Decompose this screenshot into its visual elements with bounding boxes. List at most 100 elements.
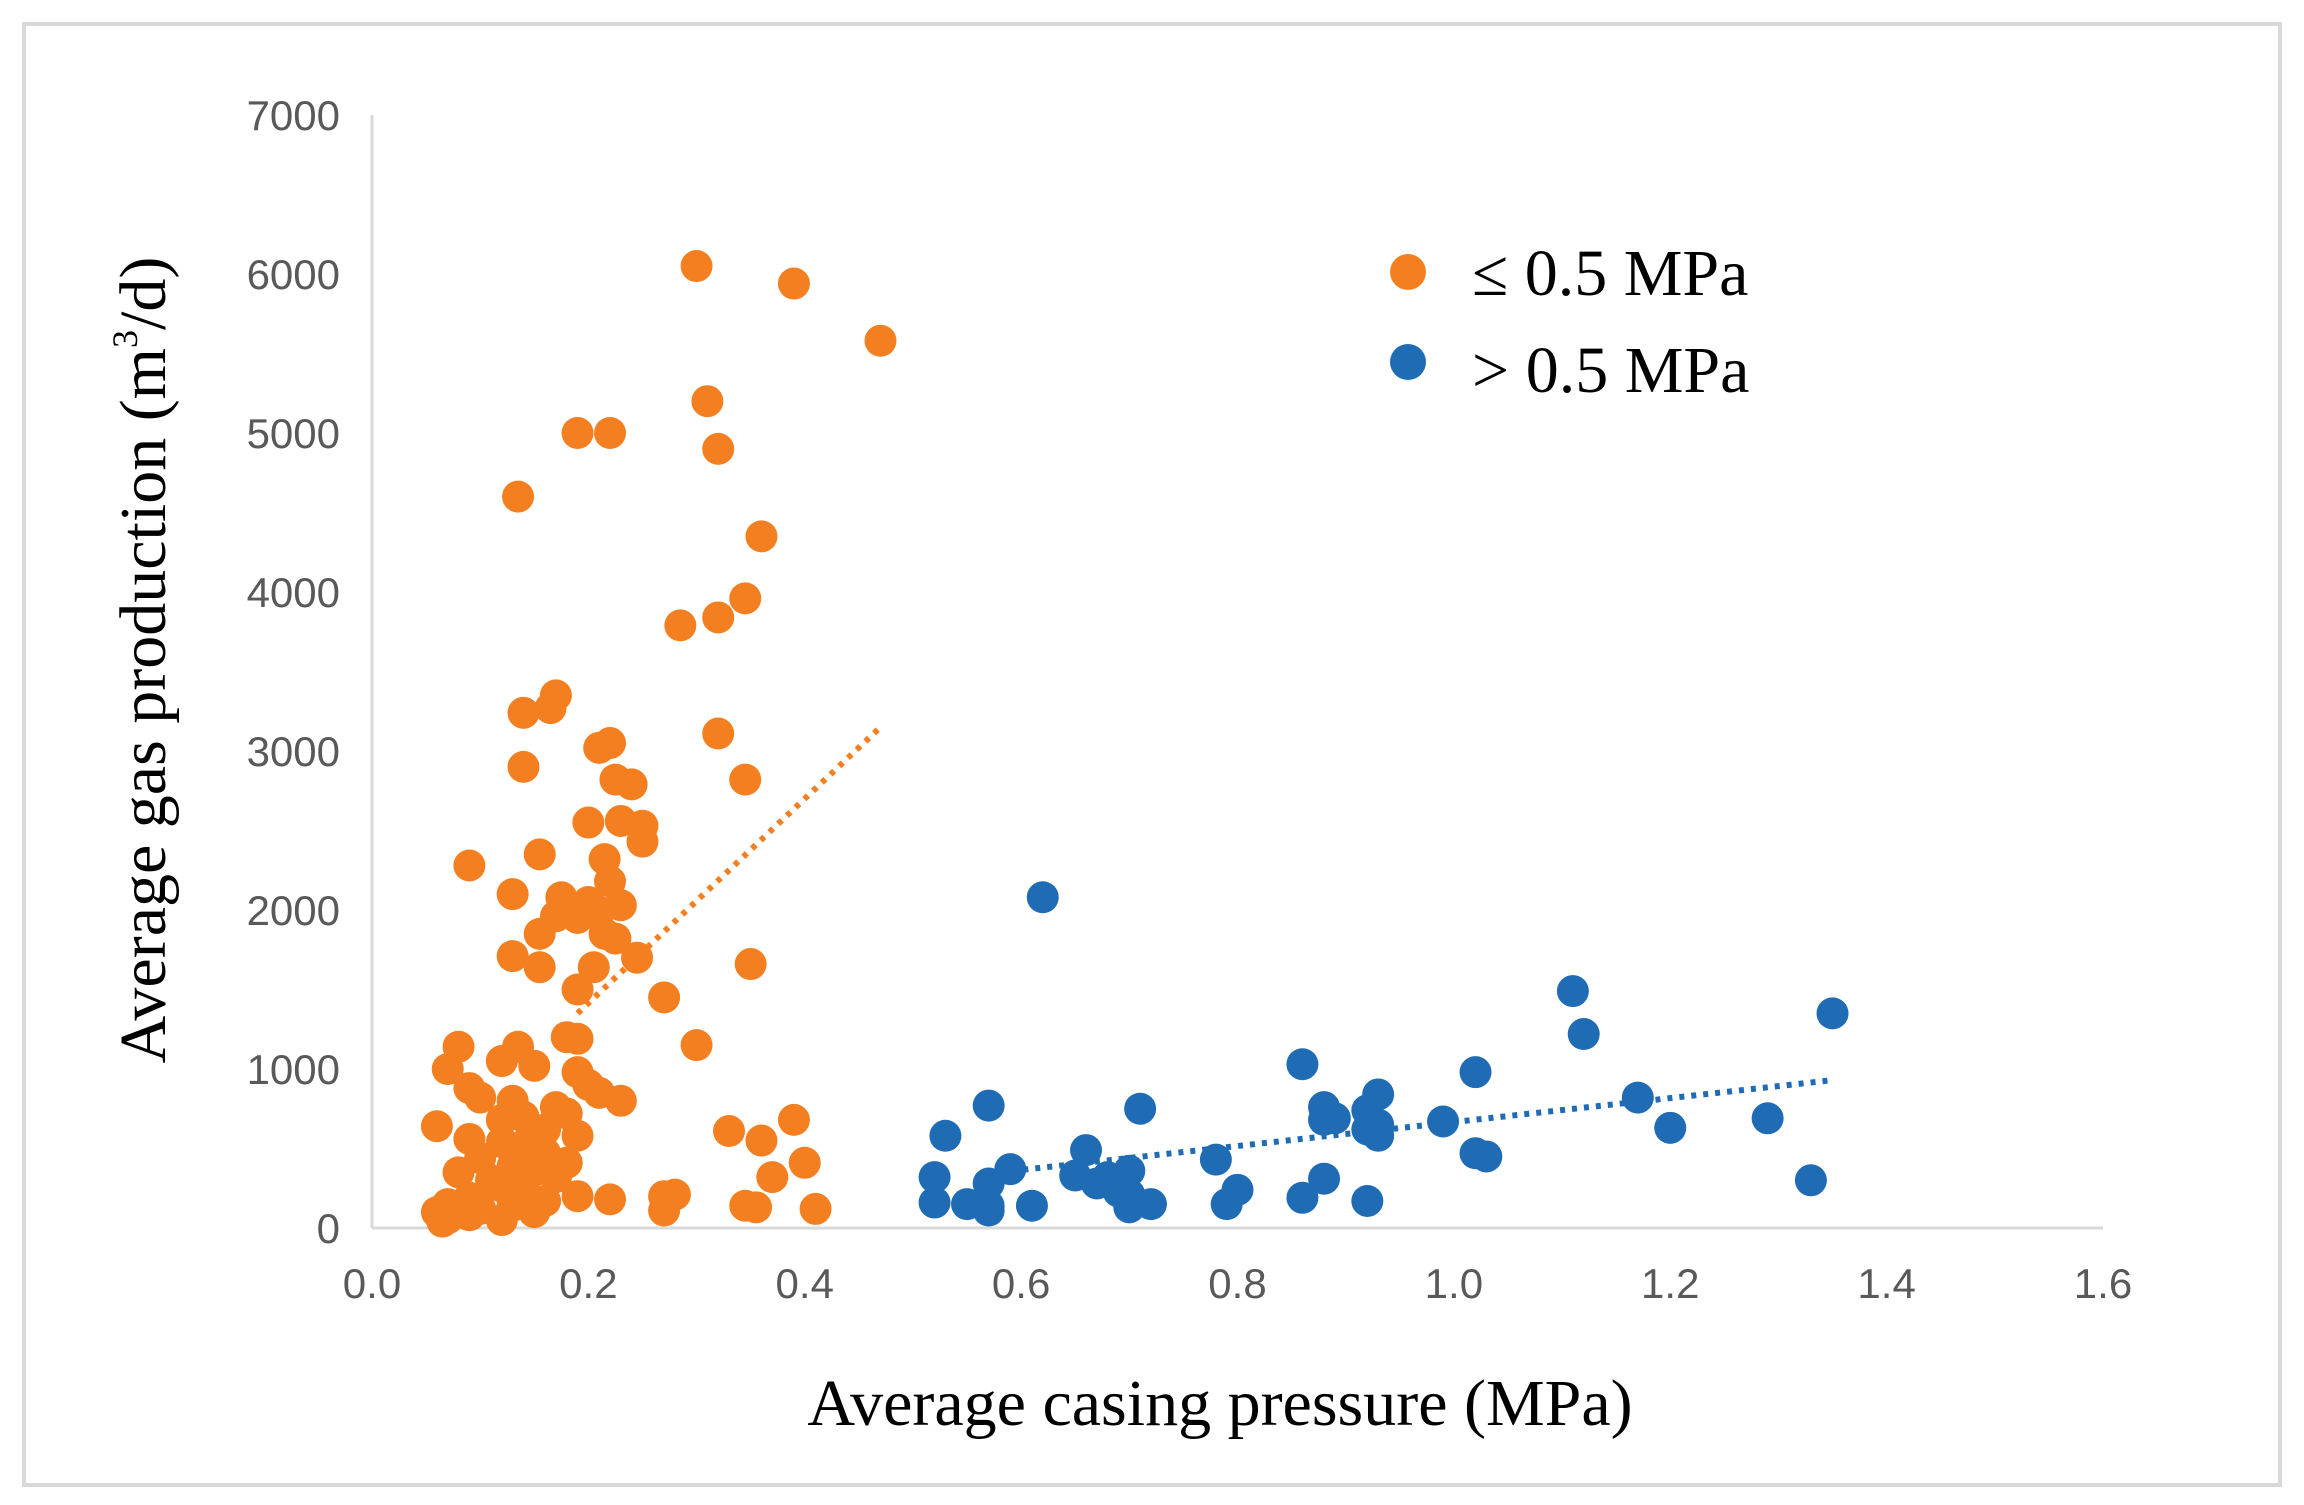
data-point-series-2 bbox=[918, 1161, 951, 1194]
y-tick-label: 2000 bbox=[247, 887, 340, 934]
data-point-series-1 bbox=[664, 609, 697, 642]
data-point-series-1 bbox=[702, 601, 735, 634]
data-point-series-1 bbox=[523, 917, 556, 950]
data-point-series-1 bbox=[745, 520, 778, 553]
tick-labels: 0.0 0.2 0.4 0.6 0.8 1.0 1.2 1.4 1.6 0 1000 2000 3000… bbox=[247, 92, 2133, 1307]
data-point-series-2 bbox=[1654, 1111, 1687, 1144]
data-point-series-2 bbox=[1459, 1056, 1492, 1089]
data-point-series-2 bbox=[1308, 1162, 1341, 1195]
data-point-series-2 bbox=[1026, 881, 1059, 914]
y-tick-label: 5000 bbox=[247, 410, 340, 457]
legend: ≤ 0.5 MPa > 0.5 MPa bbox=[1390, 237, 1749, 407]
data-point-series-1 bbox=[561, 901, 594, 934]
data-point-series-1 bbox=[691, 385, 724, 418]
x-tick-label: 1.0 bbox=[1425, 1260, 1483, 1307]
data-point-series-1 bbox=[523, 838, 556, 871]
data-point-series-1 bbox=[561, 1022, 594, 1055]
data-point-series-2 bbox=[1621, 1081, 1654, 1114]
y-tick-label: 1000 bbox=[247, 1046, 340, 1093]
data-point-series-1 bbox=[420, 1110, 453, 1143]
data-point-series-2 bbox=[918, 1186, 951, 1219]
data-point-series-2 bbox=[929, 1119, 962, 1152]
data-point-series-1 bbox=[702, 432, 735, 465]
data-point-series-2 bbox=[1286, 1048, 1319, 1081]
data-point-series-1 bbox=[426, 1205, 459, 1238]
data-point-series-1 bbox=[485, 1045, 518, 1078]
data-point-series-1 bbox=[561, 1180, 594, 1213]
data-point-series-1 bbox=[864, 324, 897, 357]
data-point-series-1 bbox=[577, 951, 610, 984]
data-point-series-1 bbox=[561, 973, 594, 1006]
legend-label-series-1: ≤ 0.5 MPa bbox=[1472, 237, 1748, 310]
data-point-series-1 bbox=[626, 825, 659, 858]
trendline-series-2 bbox=[999, 1077, 1833, 1176]
data-point-series-2 bbox=[972, 1194, 1005, 1227]
trendlines bbox=[575, 724, 1833, 1176]
data-point-series-1 bbox=[496, 940, 529, 973]
data-point-series-2 bbox=[1567, 1018, 1600, 1051]
data-point-series-2 bbox=[1210, 1188, 1243, 1221]
data-point-series-2 bbox=[1427, 1105, 1460, 1138]
axes bbox=[370, 115, 2103, 1230]
data-point-series-1 bbox=[729, 582, 762, 615]
y-tick-label: 6000 bbox=[247, 251, 340, 298]
data-point-series-2 bbox=[1556, 975, 1589, 1008]
data-point-series-2 bbox=[1015, 1189, 1048, 1222]
data-point-series-1 bbox=[777, 1103, 810, 1136]
data-point-series-1 bbox=[561, 417, 594, 449]
data-point-series-2 bbox=[1351, 1184, 1384, 1217]
data-point-series-1 bbox=[729, 763, 762, 796]
data-point-series-1 bbox=[648, 981, 681, 1014]
data-point-series-2 bbox=[972, 1089, 1005, 1122]
data-point-series-2 bbox=[972, 1167, 1005, 1200]
data-point-series-1 bbox=[621, 941, 654, 974]
data-point-series-2 bbox=[1816, 997, 1849, 1030]
data-point-series-1 bbox=[680, 250, 713, 283]
data-point-series-2 bbox=[1751, 1102, 1784, 1135]
data-point-series-2 bbox=[1286, 1181, 1319, 1214]
data-point-series-1 bbox=[507, 696, 540, 729]
x-tick-label: 0.2 bbox=[559, 1260, 617, 1307]
x-tick-label: 1.2 bbox=[1641, 1260, 1699, 1307]
data-point-series-2 bbox=[1470, 1140, 1503, 1173]
x-tick-label: 0.8 bbox=[1208, 1260, 1266, 1307]
data-point-series-1 bbox=[442, 1156, 475, 1189]
data-point-series-1 bbox=[745, 1124, 778, 1157]
data-point-series-1 bbox=[453, 849, 486, 882]
data-point-series-1 bbox=[518, 1196, 551, 1229]
data-point-series-1 bbox=[713, 1115, 746, 1148]
data-point-series-1 bbox=[583, 1076, 616, 1109]
x-tick-label: 0.0 bbox=[343, 1260, 401, 1307]
data-point-series-2 bbox=[1308, 1103, 1341, 1136]
data-point-series-1 bbox=[648, 1194, 681, 1227]
figure-frame bbox=[22, 22, 2282, 1487]
data-point-series-2 bbox=[1070, 1134, 1103, 1167]
data-point-series-1 bbox=[594, 865, 627, 898]
data-point-series-2 bbox=[1794, 1164, 1827, 1197]
y-tick-label: 7000 bbox=[247, 92, 340, 139]
data-point-series-1 bbox=[594, 1183, 627, 1216]
data-point-series-1 bbox=[431, 1053, 464, 1085]
legend-marker-series-2 bbox=[1390, 344, 1426, 380]
data-point-series-1 bbox=[799, 1192, 832, 1225]
data-points bbox=[420, 250, 1849, 1238]
data-point-series-1 bbox=[523, 951, 556, 984]
data-point-series-1 bbox=[680, 1029, 713, 1062]
data-point-series-1 bbox=[539, 1161, 572, 1194]
legend-label-series-2: > 0.5 MPa bbox=[1472, 334, 1749, 407]
data-point-series-1 bbox=[485, 1204, 518, 1237]
data-point-series-1 bbox=[507, 750, 540, 783]
data-point-series-1 bbox=[561, 1119, 594, 1152]
data-point-series-1 bbox=[464, 1081, 497, 1114]
data-point-series-1 bbox=[502, 480, 535, 513]
data-point-series-1 bbox=[734, 948, 767, 981]
data-point-series-1 bbox=[572, 806, 605, 839]
y-tick-label: 0 bbox=[317, 1205, 340, 1252]
data-point-series-1 bbox=[534, 692, 567, 725]
data-point-series-1 bbox=[788, 1146, 821, 1179]
legend-marker-series-1 bbox=[1390, 254, 1426, 290]
x-tick-label: 0.4 bbox=[776, 1260, 834, 1307]
y-tick-label: 3000 bbox=[247, 728, 340, 775]
data-point-series-2 bbox=[1124, 1092, 1157, 1125]
